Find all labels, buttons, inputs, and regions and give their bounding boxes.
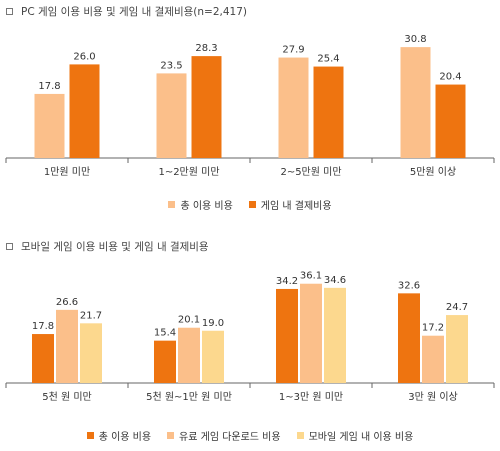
data-label: 26.6: [56, 297, 78, 308]
pc-chart-title-row: PC 게임 이용 비용 및 게임 내 결제비용(n=2,417): [6, 4, 247, 19]
bar-mobile-s2-c1: [202, 330, 224, 383]
pc-chart-panel: PC 게임 이용 비용 및 게임 내 결제비용(n=2,417) 17.8 26.…: [0, 0, 500, 225]
data-label: 17.8: [32, 321, 54, 332]
bar-mobile-s0-c2: [276, 288, 298, 383]
data-label: 34.6: [324, 275, 346, 286]
legend-swatch: [86, 432, 94, 439]
bar-mobile-s1-c0: [56, 309, 78, 383]
bar-mobile-s2-c2: [324, 287, 346, 383]
data-label: 21.7: [80, 310, 102, 321]
data-label: 17.8: [38, 81, 60, 92]
category-label: 5만원 이상: [410, 166, 456, 178]
bar-mobile-s0-c0: [32, 334, 54, 383]
bullet-square-icon: [6, 243, 13, 250]
legend-label: 모바일 게임 내 이용 비용: [308, 432, 414, 443]
legend-label: 총 이용 비용: [180, 201, 233, 212]
data-label: 32.6: [398, 280, 420, 291]
bar-mobile-s1-c1: [178, 327, 200, 383]
bar-pc-s1-c3: [435, 84, 466, 158]
bar-pc-s1-c0: [69, 64, 100, 158]
bar-mobile-s0-c1: [154, 340, 176, 383]
data-label: 15.4: [154, 328, 176, 339]
legend-swatch: [168, 201, 176, 208]
bar-mobile-s2-c0: [80, 323, 102, 383]
category-label: 5천 원 미만: [42, 391, 92, 403]
bar-pc-s1-c1: [191, 56, 222, 159]
legend-item: 모바일 게임 내 이용 비용: [296, 428, 414, 443]
category-label: 3만 원 이상: [408, 391, 458, 403]
bar-pc-s0-c0: [34, 93, 65, 158]
bar-mobile-s1-c2: [300, 283, 322, 383]
legend-item: 게임 내 결제비용: [248, 197, 332, 212]
mobile-chart-panel: 모바일 게임 이용 비용 및 게임 내 결제비용 17.8 26.6 21.7 5천 …: [0, 235, 500, 451]
legend-label: 유료 게임 다운로드 비용: [179, 432, 281, 443]
legend-item: 총 이용 비용: [86, 428, 152, 443]
pc-chart-legend: 총 이용 비용 게임 내 결제비용: [0, 197, 500, 212]
data-label: 20.4: [439, 72, 461, 83]
mobile-chart: 17.8 26.621.7 5천 원 미만 15.420.1 19.0 5천 원~1만 원…: [5, 271, 495, 403]
bar-mobile-s0-c3: [398, 293, 420, 383]
legend-item: 유료 게임 다운로드 비용: [167, 428, 281, 443]
data-label: 25.4: [317, 54, 339, 65]
data-label: 36.1: [300, 271, 322, 282]
data-label: 23.5: [160, 60, 182, 71]
mobile-chart-title: 모바일 게임 이용 비용 및 게임 내 결제비용: [21, 241, 209, 253]
bar-pc-s0-c1: [156, 73, 187, 158]
mobile-chart-legend: 총 이용 비용 유료 게임 다운로드 비용 모바일 게임 내 이용 비용: [0, 428, 500, 443]
category-label: 1~2만원 미만: [158, 166, 219, 178]
bullet-square-icon: [6, 8, 13, 15]
data-label: 19.0: [202, 318, 224, 329]
data-label: 24.7: [446, 302, 468, 313]
bar-pc-s0-c3: [400, 47, 431, 159]
bar-pc-s1-c2: [313, 66, 344, 158]
data-label: 28.3: [195, 43, 217, 54]
data-label: 20.1: [178, 315, 200, 326]
legend-swatch: [296, 432, 304, 439]
pc-chart-title: PC 게임 이용 비용 및 게임 내 결제비용(n=2,417): [21, 6, 247, 18]
mobile-chart-title-row: 모바일 게임 이용 비용 및 게임 내 결제비용: [6, 239, 209, 254]
category-label: 1~3만 원 미만: [279, 391, 343, 403]
pc-chart: 17.8 26.0 1만원 미만 23.5 28.3 1~2만원 미만 27.9 25.4 2~…: [5, 34, 495, 178]
legend-swatch: [248, 201, 256, 208]
data-label: 30.8: [404, 34, 426, 45]
legend-label: 게임 내 결제비용: [260, 201, 332, 212]
data-label: 34.2: [276, 276, 298, 287]
category-label: 1만원 미만: [44, 166, 90, 178]
data-label: 26.0: [73, 51, 95, 62]
category-label: 2~5만원 미만: [280, 166, 341, 178]
data-label: 17.2: [422, 323, 444, 334]
bar-mobile-s2-c3: [446, 315, 468, 383]
bar-pc-s0-c2: [278, 57, 309, 159]
legend-item: 총 이용 비용: [168, 197, 233, 212]
bar-mobile-s1-c3: [422, 335, 444, 383]
legend-swatch: [167, 432, 175, 439]
legend-label: 총 이용 비용: [98, 432, 152, 443]
data-label: 27.9: [282, 45, 304, 56]
category-label: 5천 원~1만 원 미만: [146, 391, 232, 403]
